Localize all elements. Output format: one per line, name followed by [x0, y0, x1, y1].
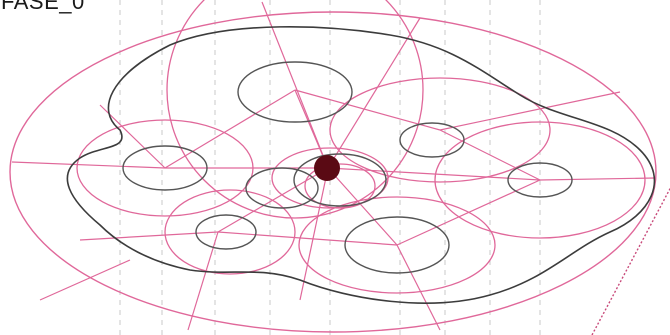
line-center-right [327, 167, 541, 181]
construction-lines [11, 1, 656, 331]
line-center-top [261, 1, 329, 169]
line-center-bottom [299, 167, 329, 301]
outer-ellipse [9, 11, 657, 333]
inner-circle-right [507, 162, 573, 198]
inner-circle-lower-left [195, 214, 257, 250]
line-lowerleft-lowerright [217, 231, 398, 246]
construction-circle-center-small [304, 163, 376, 209]
construction-circle-top [166, 0, 424, 219]
diagram-title: FASE_0 [1, 0, 85, 14]
inner-circle-top [237, 61, 353, 123]
line-right-upperright-edge [439, 91, 621, 131]
inner-circle-center-left [245, 167, 319, 209]
construction-circle-lower-left [164, 189, 296, 275]
construction-circle-upper-right [329, 77, 551, 183]
line-lowerleft-left [79, 231, 219, 241]
line-lowerleft-down [187, 231, 219, 331]
line-upperright-right [439, 129, 541, 181]
construction-circle-right [434, 121, 646, 239]
outline-blob [66, 26, 656, 304]
line-left-edge [11, 161, 166, 169]
inner-circle-lower-right [344, 216, 450, 274]
inner-circle-center [293, 153, 387, 207]
line-lowerright-right [396, 179, 541, 246]
line-center-lowerleft [217, 167, 329, 233]
line-lowerright-down [396, 244, 441, 331]
line-center-topcircle [294, 89, 329, 169]
construction-circle-lower-right [298, 196, 496, 294]
line-left-topleft [99, 104, 166, 169]
inner-circle-upper-right [399, 122, 465, 158]
line-center-topright [327, 17, 421, 169]
center-node [314, 155, 340, 181]
diagonal-dotted-line [591, 187, 670, 335]
construction-circle-center [271, 147, 389, 209]
inner-circles [122, 61, 573, 274]
line-center-lowerright [327, 167, 398, 246]
line-left-topcircle [164, 89, 296, 169]
inner-circle-left [122, 145, 208, 191]
line-topcircle-upperright [294, 89, 441, 131]
line-right-edge [539, 177, 656, 181]
line-bottom-left-edge [39, 259, 131, 301]
construction-circles [76, 0, 646, 294]
